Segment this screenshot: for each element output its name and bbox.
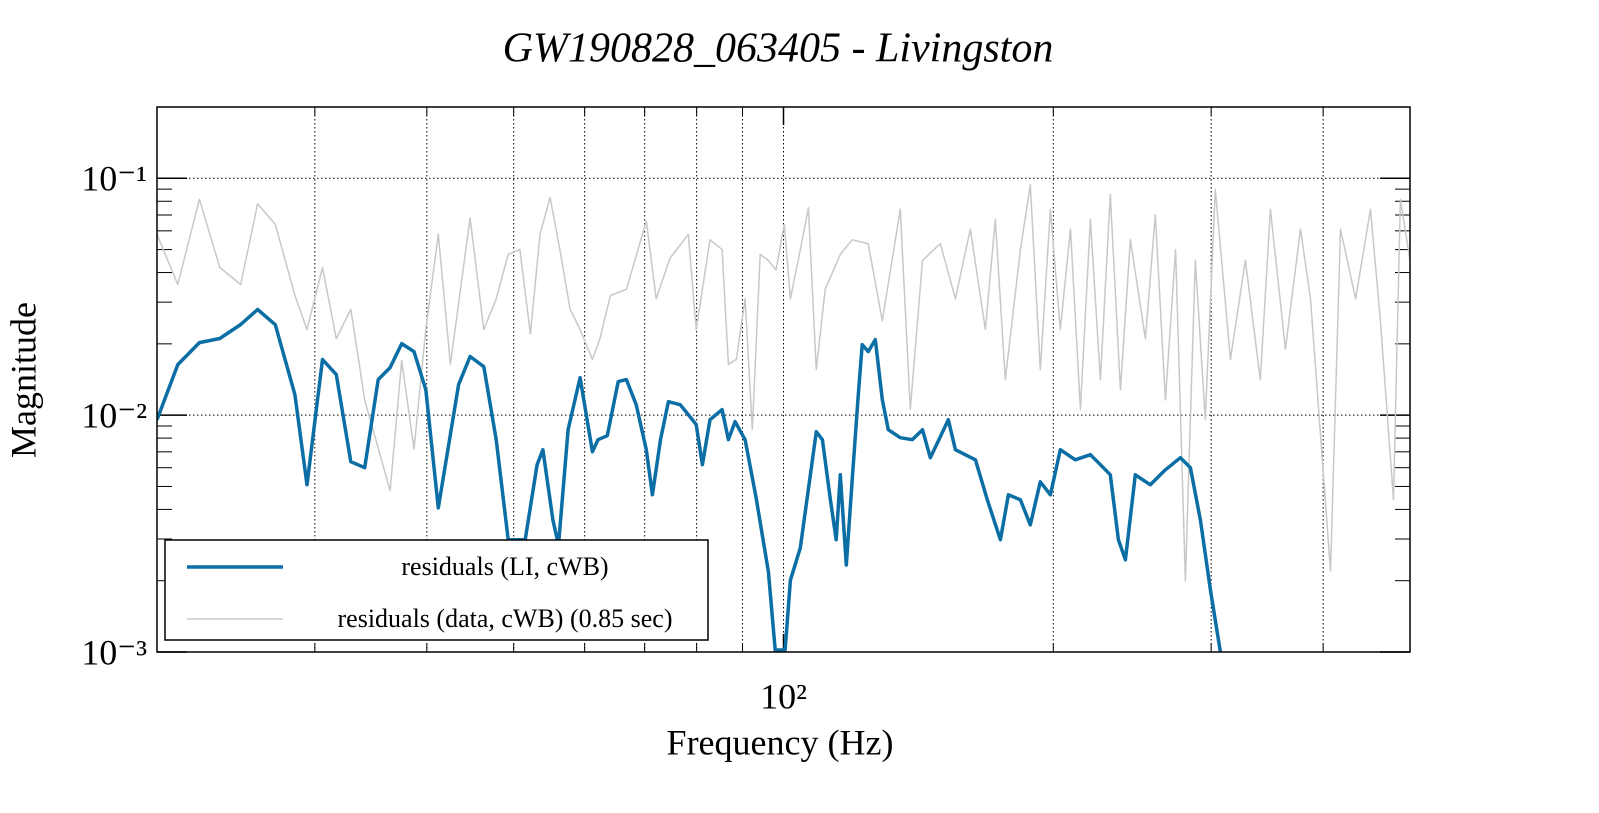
x-axis-label: Frequency (Hz) [667,722,894,762]
legend-label: residuals (data, cWB) (0.85 sec) [338,604,673,633]
legend-box [164,539,709,641]
legend: residuals (LI, cWB) residuals (data, cWB)… [164,539,709,641]
legend-label: residuals (LI, cWB) [401,552,608,581]
chart-title: GW190828_063405 - Livingston [503,26,1054,72]
y-tick-label: 10⁻³ [81,632,147,672]
series-line [157,307,1223,652]
series-line [157,183,1410,582]
plot-area [157,183,1410,652]
y-axis-label: Magnitude [3,302,43,458]
y-tick-label: 10⁻² [81,395,147,435]
plot-frame [156,106,1411,653]
y-tick-label: 10⁻¹ [81,159,147,199]
x-tick-label: 10² [760,676,807,716]
